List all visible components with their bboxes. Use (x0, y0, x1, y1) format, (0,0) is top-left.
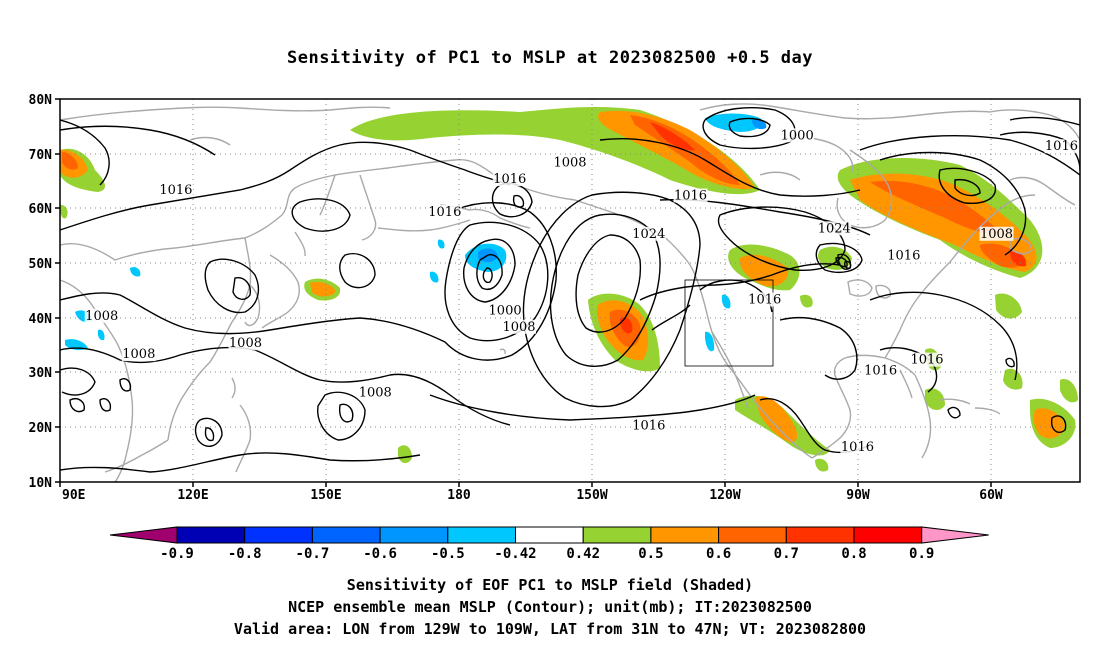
colorbar-segment (650, 526, 720, 544)
contour-label: 1016 (864, 364, 897, 379)
caption-line-1: Sensitivity of EOF PC1 to MSLP field (Sh… (346, 576, 754, 594)
colorbar-arrow-left (109, 526, 178, 544)
contour-label: 1008 (229, 336, 262, 351)
colorbar-tick-label: -0.42 (494, 546, 536, 562)
colorbar-arrow-right (921, 526, 989, 544)
contour-label-bg (863, 363, 898, 378)
y-tick-label: 10N (29, 476, 53, 491)
x-tick-label: 180 (447, 488, 471, 503)
contour-label-bg (780, 128, 815, 143)
contour-label: 1016 (841, 440, 874, 455)
sensitivity-map: 1016 1016 1016 1008 1016 1024 1024 1000 1016 1008… (29, 93, 1081, 503)
contour-label: 1016 (1045, 139, 1078, 154)
x-tick-label: 60W (979, 488, 1003, 503)
axes: 90E 120E 150E 180 150W 120W 90W 60W 80N 70N 60N 50N… (29, 93, 1003, 503)
contour-label: 1008 (553, 156, 586, 171)
contour-label-bg (910, 352, 944, 367)
colorbar-tick-label: -0.6 (363, 546, 397, 562)
x-tick-label: 120W (709, 488, 740, 503)
plot-frame (59, 98, 1081, 483)
colorbar-tick-label: -0.9 (160, 546, 194, 562)
y-tick-label: 70N (29, 148, 53, 163)
colorbar-segment (515, 526, 584, 544)
contour-label: 1016 (674, 188, 707, 203)
contour-label-bg (488, 303, 523, 318)
x-tick-label: 150E (310, 488, 341, 503)
contour-label: 1008 (122, 347, 155, 362)
colorbar-tick-label: -0.8 (228, 546, 262, 562)
contour-labels: 1016 1016 1016 1008 1016 1024 1024 1000 1016 1008… (84, 128, 1079, 455)
colorbar-segment (379, 526, 449, 544)
caption-line-2: NCEP ensemble mean MSLP (Contour); unit(… (288, 598, 812, 616)
figure-title: Sensitivity of PC1 to MSLP at 2023082500… (286, 48, 813, 68)
colorbar-segment (176, 526, 246, 544)
contour-label-bg (979, 226, 1014, 241)
contour-label: 1016 (493, 172, 526, 187)
contour-label-bg (817, 221, 852, 236)
contour-label: 1016 (887, 249, 920, 264)
caption-line-3: Valid area: LON from 129W to 109W, LAT f… (233, 620, 867, 638)
y-tick-label: 20N (29, 421, 53, 436)
colorbar-tick-label: 0.5 (638, 546, 663, 562)
contour-label-bg (631, 226, 666, 241)
contour-label: 1024 (818, 221, 851, 236)
contour-label-bg (747, 292, 782, 307)
contour-label-bg (427, 204, 462, 219)
contour-label: 1008 (502, 320, 535, 335)
contour-label-bg (121, 347, 156, 362)
y-tick-label: 40N (29, 312, 53, 327)
y-tick-label: 60N (29, 202, 53, 217)
y-tick-label: 30N (29, 366, 53, 381)
colorbar-tick-label: 0.6 (706, 546, 731, 562)
colorbar-segment (447, 526, 516, 544)
caption: Sensitivity of EOF PC1 to MSLP field (Sh… (0, 574, 1100, 640)
contour-label: 1000 (781, 128, 814, 143)
colorbar-segment (718, 526, 787, 544)
colorbar-segment (311, 526, 381, 544)
contour-label-bg (492, 172, 527, 187)
contour-label-bg (84, 308, 119, 323)
contour-label: 1008 (359, 385, 392, 400)
contour-label-bg (840, 440, 875, 455)
contour-label-bg (553, 155, 587, 170)
colorbar-tick-label: 0.9 (909, 546, 934, 562)
contour-label-bg (1044, 139, 1079, 154)
contour-label: 1016 (632, 418, 665, 433)
contour-label: 1016 (428, 205, 461, 220)
x-tick-label: 150W (576, 488, 607, 503)
contour-label-bg (502, 319, 536, 334)
contour-label: 1024 (632, 227, 665, 242)
contour-label-bg (673, 188, 708, 203)
contour-label-bg (886, 248, 921, 263)
grid (60, 99, 1080, 482)
contour-label-bg (158, 183, 193, 198)
contour-label: 1008 (85, 309, 118, 324)
colorbar: -0.9 -0.8 -0.7 -0.6 -0.5 -0.42 0.42 0.5 0.6 0.7 0.… (109, 526, 989, 562)
y-tick-label: 80N (29, 93, 53, 108)
colorbar-segment (244, 526, 313, 544)
colorbar-tick-label: -0.5 (431, 546, 465, 562)
x-tick-label: 120E (177, 488, 208, 503)
contour-label-bg (228, 336, 263, 351)
x-tick-label: 90W (846, 488, 870, 503)
colorbar-segment (582, 526, 652, 544)
colorbar-segment (853, 526, 923, 544)
colorbar-tick-label: 0.8 (841, 546, 866, 562)
colorbar-tick-label: -0.7 (296, 546, 330, 562)
contour-label: 1016 (159, 183, 192, 198)
contour-label-bg (358, 385, 393, 400)
contour-label: 1016 (910, 353, 943, 368)
colorbar-tick-label: 0.7 (774, 546, 799, 562)
y-tick-label: 50N (29, 257, 53, 272)
colorbar-segment (785, 526, 855, 544)
contour-label-bg (631, 418, 666, 433)
contour-label: 1000 (489, 303, 522, 318)
colorbar-tick-label: 0.42 (566, 546, 600, 562)
valid-area-box (684, 279, 774, 367)
x-tick-label: 90E (62, 488, 85, 503)
contour-label: 1016 (748, 292, 781, 307)
contour-label: 1008 (980, 227, 1013, 242)
